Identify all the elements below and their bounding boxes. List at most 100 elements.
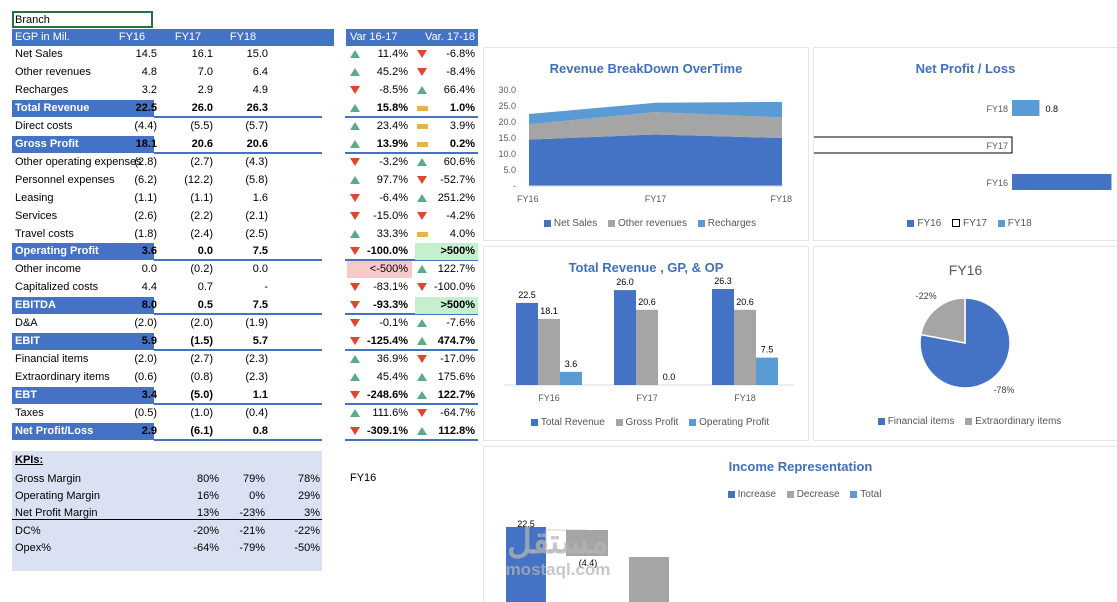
kpi-fy17[interactable]: -79%	[239, 541, 265, 554]
value-fy16[interactable]: 2.9	[141, 424, 157, 437]
kpi-label[interactable]: Operating Margin	[15, 490, 100, 503]
row-label[interactable]: EBIT	[15, 335, 41, 348]
value-fy16[interactable]: (0.6)	[134, 371, 157, 384]
value-fy17[interactable]: 2.9	[197, 83, 213, 96]
var-16-17[interactable]: -0.1%	[379, 317, 408, 330]
var-17-18[interactable]: -8.4%	[446, 65, 475, 78]
value-fy18[interactable]: (2.3)	[245, 353, 268, 366]
value-fy17[interactable]: 26.0	[191, 101, 213, 114]
value-fy16[interactable]: 4.8	[141, 65, 157, 78]
var-17-18[interactable]: -7.6%	[446, 317, 475, 330]
value-fy18[interactable]: (5.8)	[245, 173, 268, 186]
row-label[interactable]: Leasing	[15, 191, 54, 204]
value-fy16[interactable]: 3.2	[141, 83, 157, 96]
var-17-18[interactable]: -4.2%	[446, 209, 475, 222]
value-fy17[interactable]: 0.7	[197, 281, 213, 294]
row-label[interactable]: Other operating expenses	[15, 155, 142, 168]
value-fy16[interactable]: 22.5	[135, 101, 157, 114]
kpi-fy17[interactable]: 0%	[249, 490, 265, 503]
kpi-fy18[interactable]: -50%	[294, 541, 320, 554]
value-fy16[interactable]: (6.2)	[134, 173, 157, 186]
value-fy16[interactable]: 4.4	[141, 281, 157, 294]
var-17-18[interactable]: 4.0%	[449, 227, 475, 240]
value-fy18[interactable]: 0.0	[252, 263, 268, 276]
kpi-label[interactable]: Net Profit Margin	[15, 507, 98, 520]
value-fy18[interactable]: (1.9)	[245, 317, 268, 330]
var-16-17[interactable]: 111.6%	[372, 407, 408, 419]
row-label[interactable]: Other revenues	[15, 65, 91, 78]
var-16-17[interactable]: -15.0%	[373, 209, 408, 222]
value-fy18[interactable]: 26.3	[246, 101, 268, 114]
value-fy17[interactable]: (2.4)	[190, 227, 213, 240]
value-fy17[interactable]: 7.0	[197, 65, 213, 78]
row-label[interactable]: Net Sales	[15, 48, 63, 60]
var-16-17[interactable]: -83.1%	[373, 281, 408, 294]
value-fy18[interactable]: 7.5	[252, 299, 268, 312]
var-17-18[interactable]: 0.2%	[449, 137, 475, 150]
row-label[interactable]: Capitalized costs	[15, 281, 99, 294]
value-fy16[interactable]: (2.0)	[134, 317, 157, 330]
kpi-fy17[interactable]: -23%	[239, 507, 265, 520]
kpi-label[interactable]: Opex%	[15, 541, 52, 554]
var-17-18[interactable]: -100.0%	[434, 281, 475, 294]
var-17-18[interactable]: 66.4%	[443, 83, 475, 96]
var-17-18[interactable]: 251.2%	[437, 191, 475, 204]
value-fy17[interactable]: 20.6	[191, 137, 213, 150]
value-fy18[interactable]: 1.6	[252, 191, 268, 204]
kpi-fy16[interactable]: -20%	[193, 524, 219, 537]
value-fy17[interactable]: (1.1)	[190, 191, 213, 204]
value-fy17[interactable]: (1.0)	[190, 407, 213, 419]
kpi-fy16[interactable]: -64%	[193, 541, 219, 554]
row-label[interactable]: Other income	[15, 263, 82, 276]
var-17-18[interactable]: 1.0%	[449, 101, 475, 114]
value-fy17[interactable]: 0.5	[197, 299, 213, 312]
value-fy17[interactable]: (2.0)	[190, 317, 213, 330]
value-fy18[interactable]: (2.3)	[245, 371, 268, 384]
kpi-label[interactable]: Gross Margin	[15, 473, 82, 485]
kpi-fy18[interactable]: -22%	[294, 524, 320, 537]
var-16-17[interactable]: 97.7%	[376, 173, 408, 186]
value-fy18[interactable]: (2.5)	[245, 227, 268, 240]
value-fy18[interactable]: 20.6	[246, 137, 268, 150]
value-fy17[interactable]: (6.1)	[190, 424, 213, 437]
value-fy17[interactable]: 16.1	[191, 48, 213, 60]
value-fy17[interactable]: (2.7)	[190, 155, 213, 168]
value-fy18[interactable]: 5.7	[252, 335, 268, 348]
row-label[interactable]: Financial items	[15, 353, 89, 366]
value-fy18[interactable]: 1.1	[252, 389, 268, 402]
value-fy16[interactable]: 0.0	[141, 263, 157, 276]
value-fy16[interactable]: (2.0)	[134, 353, 157, 366]
value-fy16[interactable]: (1.1)	[134, 191, 157, 204]
var-17-18[interactable]: -64.7%	[440, 407, 475, 419]
value-fy18[interactable]: 7.5	[252, 245, 268, 258]
kpi-fy18[interactable]: 78%	[297, 473, 320, 485]
kpi-fy17[interactable]: -21%	[239, 524, 265, 537]
var-16-17[interactable]: -125.4%	[367, 335, 408, 348]
var-16-17[interactable]: -6.4%	[379, 191, 408, 204]
var-16-17[interactable]: 23.4%	[376, 119, 408, 132]
value-fy17[interactable]: (0.2)	[190, 263, 213, 276]
value-fy17[interactable]: (2.2)	[190, 209, 213, 222]
var-17-18[interactable]: 60.6%	[443, 155, 475, 168]
row-label[interactable]: Total Revenue	[15, 101, 90, 114]
var-16-17[interactable]: 13.9%	[376, 137, 408, 150]
kpi-selector[interactable]: FY16	[350, 472, 377, 484]
value-fy18[interactable]: -	[264, 281, 268, 294]
var-16-17[interactable]: -100.0%	[367, 245, 408, 258]
var-16-17[interactable]: 33.3%	[376, 227, 408, 240]
row-label[interactable]: D&A	[15, 317, 38, 330]
row-label[interactable]: EBT	[15, 389, 37, 402]
var-16-17[interactable]: -8.5%	[379, 83, 408, 96]
value-fy17[interactable]: (5.0)	[190, 389, 213, 402]
value-fy17[interactable]: (2.7)	[190, 353, 213, 366]
var-17-18[interactable]: -6.8%	[446, 48, 475, 60]
row-label[interactable]: EBITDA	[15, 299, 56, 312]
value-fy18[interactable]: 4.9	[252, 83, 268, 96]
value-fy16[interactable]: 5.9	[141, 335, 157, 348]
var-17-18[interactable]: 3.9%	[449, 119, 475, 132]
var-17-18[interactable]: >500%	[440, 299, 475, 312]
var-16-17[interactable]: -309.1%	[367, 424, 408, 437]
value-fy18[interactable]: 6.4	[252, 65, 268, 78]
row-label[interactable]: Recharges	[15, 83, 69, 96]
row-label[interactable]: Operating Profit	[15, 245, 99, 258]
